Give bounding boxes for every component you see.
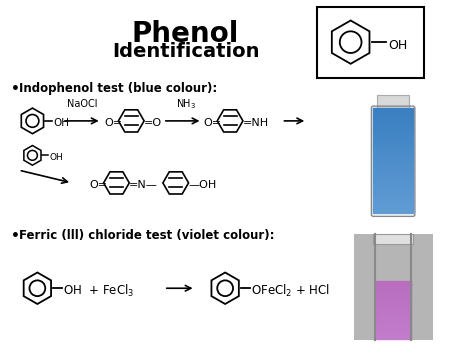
Text: =N—: =N— — [129, 180, 158, 190]
Text: NH$_3$: NH$_3$ — [175, 97, 196, 111]
Text: Ferric (lll) chloride test (violet colour):: Ferric (lll) chloride test (violet colou… — [18, 229, 274, 242]
Text: O=: O= — [90, 180, 108, 190]
Text: •: • — [11, 229, 19, 243]
Bar — [374, 234, 413, 244]
Text: Identification: Identification — [112, 42, 259, 61]
Text: OH: OH — [49, 153, 63, 162]
Text: OH: OH — [53, 118, 69, 128]
FancyBboxPatch shape — [377, 95, 409, 109]
Text: Phenol: Phenol — [132, 21, 239, 49]
Text: OH: OH — [388, 39, 408, 51]
Bar — [354, 234, 433, 340]
Text: —OH: —OH — [189, 180, 217, 190]
Text: OH  + FeCl$_3$: OH + FeCl$_3$ — [63, 283, 134, 299]
Text: =O: =O — [144, 118, 162, 128]
Text: NaOCl: NaOCl — [66, 99, 97, 109]
Text: =NH: =NH — [243, 118, 269, 128]
Text: O=: O= — [203, 118, 221, 128]
Text: O=: O= — [105, 118, 123, 128]
Text: Indophenol test (blue colour):: Indophenol test (blue colour): — [18, 82, 217, 94]
Text: •: • — [11, 82, 19, 95]
Bar — [317, 7, 424, 78]
Text: OFeCl$_2$ + HCl: OFeCl$_2$ + HCl — [251, 283, 330, 299]
